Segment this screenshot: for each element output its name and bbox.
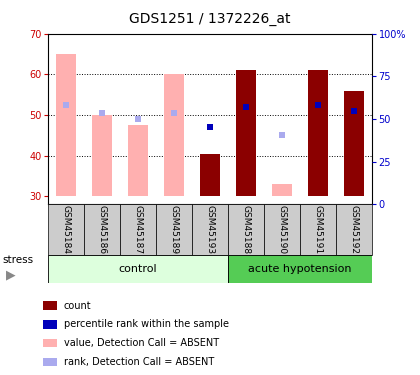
- Text: GSM45191: GSM45191: [313, 205, 322, 254]
- Bar: [48, 204, 84, 255]
- Text: GSM45189: GSM45189: [170, 205, 178, 254]
- Bar: [344, 91, 364, 196]
- Text: GSM45184: GSM45184: [62, 205, 71, 254]
- Bar: [308, 70, 328, 196]
- Text: acute hypotension: acute hypotension: [248, 264, 352, 274]
- Text: control: control: [119, 264, 158, 274]
- Bar: [43, 358, 57, 366]
- Bar: [43, 339, 57, 347]
- Bar: [272, 184, 292, 196]
- Bar: [300, 204, 336, 255]
- Text: ▶: ▶: [6, 268, 16, 281]
- Text: GDS1251 / 1372226_at: GDS1251 / 1372226_at: [129, 12, 291, 26]
- Text: GSM45192: GSM45192: [349, 205, 358, 254]
- Bar: [84, 204, 120, 255]
- Text: GSM45188: GSM45188: [241, 205, 250, 254]
- Bar: [192, 204, 228, 255]
- Text: count: count: [64, 301, 91, 310]
- Text: stress: stress: [2, 255, 33, 265]
- Bar: [228, 255, 372, 283]
- Bar: [56, 54, 76, 196]
- Bar: [264, 204, 300, 255]
- Bar: [200, 154, 220, 196]
- Text: value, Detection Call = ABSENT: value, Detection Call = ABSENT: [64, 338, 219, 348]
- Text: GSM45186: GSM45186: [98, 205, 107, 254]
- Bar: [236, 70, 256, 196]
- Text: rank, Detection Call = ABSENT: rank, Detection Call = ABSENT: [64, 357, 214, 367]
- Bar: [43, 302, 57, 310]
- Text: percentile rank within the sample: percentile rank within the sample: [64, 320, 229, 329]
- Text: GSM45187: GSM45187: [134, 205, 143, 254]
- Bar: [48, 255, 228, 283]
- Bar: [92, 115, 112, 196]
- Bar: [128, 125, 148, 196]
- Bar: [228, 204, 264, 255]
- Bar: [156, 204, 192, 255]
- Bar: [336, 204, 372, 255]
- Text: GSM45193: GSM45193: [205, 205, 215, 254]
- Bar: [164, 74, 184, 196]
- Text: GSM45190: GSM45190: [277, 205, 286, 254]
- Bar: [43, 320, 57, 328]
- Bar: [120, 204, 156, 255]
